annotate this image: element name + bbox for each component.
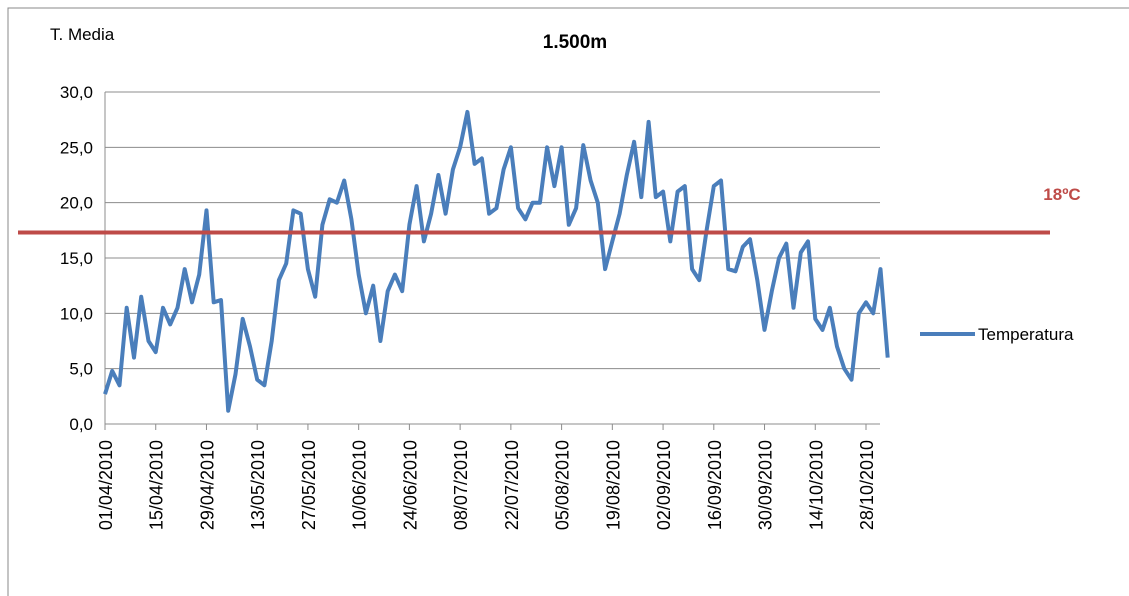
y-tick-label: 15,0 [60,249,93,268]
frame [7,7,1129,596]
y-axis-label: T. Media [50,25,115,44]
x-tick-label: 14/10/2010 [806,440,826,530]
x-tick-label: 13/05/2010 [248,440,268,530]
x-tick-label: 16/09/2010 [705,440,725,530]
y-tick-label: 5,0 [69,360,93,379]
y-tick-label: 0,0 [69,415,93,434]
x-tick-label: 29/04/2010 [197,440,217,530]
chart-title: 1.500m [543,32,607,53]
y-tick-label: 25,0 [60,138,93,157]
y-tick-label: 10,0 [60,304,93,323]
x-tick-label: 28/10/2010 [857,440,877,530]
x-tick-label: 15/04/2010 [147,440,167,530]
x-tick-label: 08/07/2010 [451,440,471,530]
x-tick-label: 27/05/2010 [299,440,319,530]
y-tick-label: 20,0 [60,194,93,213]
x-tick-label: 30/09/2010 [756,440,776,530]
y-tick-label: 30,0 [60,83,93,102]
x-tick-label: 01/04/2010 [96,440,116,530]
line-series [103,109,890,413]
legend-label: Temperatura [978,325,1074,344]
x-tick-label: 19/08/2010 [603,440,623,530]
reference-label: 18ºC [1043,185,1080,204]
x-tick-label: 10/06/2010 [350,440,370,530]
x-tick-label: 02/09/2010 [654,440,674,530]
x-tick-label: 22/07/2010 [502,440,522,530]
x-tick-label: 05/08/2010 [553,440,573,530]
x-tick-label: 24/06/2010 [400,440,420,530]
